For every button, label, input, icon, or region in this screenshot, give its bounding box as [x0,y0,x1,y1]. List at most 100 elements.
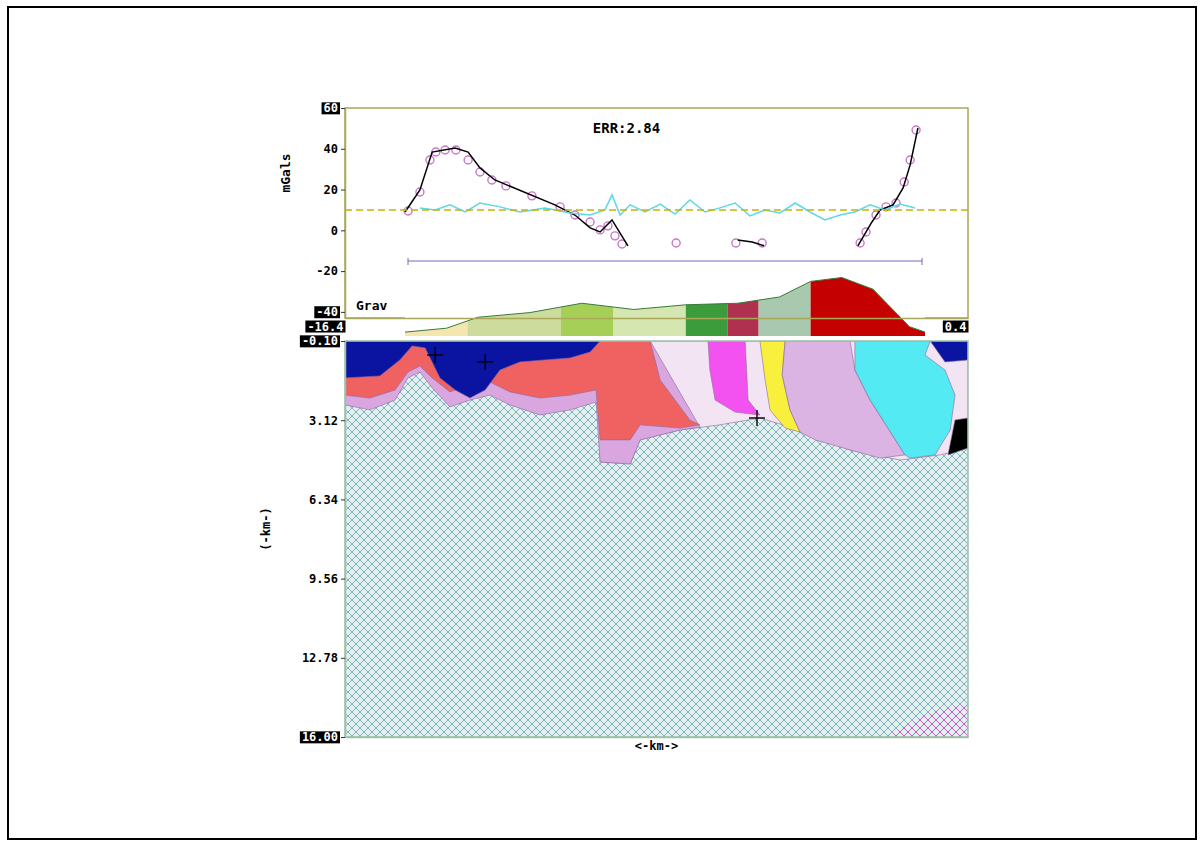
tick-label: -40 [316,305,338,319]
y-axis-title: (-km-) [259,507,273,550]
tick-label: 0.4 [945,320,967,334]
tick-mark [341,420,345,421]
cross-marker [427,347,443,363]
hatched-body [345,341,968,737]
cross-marker [477,354,493,370]
tick: -20 [316,264,345,278]
hatched-body [885,703,968,737]
figure-border [8,7,1196,839]
geologic-body [930,341,968,362]
tick-mark [341,230,345,231]
figure: 60 40 20 0 -20 -40-16.4 0.4 ERR:2.84 Grav mGals -0… [0,0,1204,844]
tick-label: 6.34 [309,493,338,507]
y-axis: -0.10 3.12 6.34 9.56 12.78 16.00 [300,334,346,744]
label-box [305,321,345,333]
tick: 9.56 [309,572,345,586]
tick-mark [341,737,345,738]
inset-layer [613,258,686,336]
y-axis: 60 40 20 0 -20 -40 [314,101,345,319]
tick: 3.12 [309,414,345,428]
tick: -0.10 [300,334,345,348]
inset-layers [405,258,925,336]
inset-layer [467,258,561,336]
cross-line [756,410,757,426]
observed-point [912,126,920,134]
observed-point [476,168,484,176]
tick-mark [341,312,345,313]
tick-mark [341,341,345,342]
tick-mark [341,271,345,272]
tick: 60 [322,101,345,115]
label-box [300,335,340,347]
plot-area [345,126,968,248]
geologic-body [948,418,968,455]
tick-label: 12.78 [302,651,338,665]
label-box [314,306,340,318]
y-axis-title: mGals [278,153,293,192]
tick-mark [341,108,345,109]
inset-layer [727,258,758,336]
inset-layer [561,258,613,336]
label-box [322,102,340,114]
inset-layer [811,258,925,336]
series-line [420,195,915,220]
tick-label: 60 [324,101,338,115]
inset-section [405,258,925,336]
geologic-body [345,341,700,440]
observed-point [464,156,472,164]
geologic-body [708,341,760,415]
axis-line [345,342,347,738]
tick: 0.4 [943,318,969,334]
series-line [405,128,918,246]
cross-line [434,347,435,363]
observed-point [452,146,460,154]
panel-label: Grav [356,298,387,313]
tick: -40 [314,305,345,319]
tick: -16.4 [305,318,345,334]
geologic-body [345,341,700,464]
tick-label: 40 [324,142,338,156]
tick-mark [341,658,345,659]
tick-mark [341,190,345,191]
tick: 0 [331,224,345,238]
x-axis: -16.4 0.4 [305,318,968,334]
tick-mark [341,499,345,500]
tick-mark [341,149,345,150]
tick: 40 [324,142,345,156]
label-box [300,731,340,743]
axis-line [346,318,969,320]
tick: 20 [324,183,345,197]
chart-title: ERR:2.84 [593,120,660,136]
tick-label: 0 [331,224,338,238]
inset-layer [686,258,728,336]
observed-point [611,232,619,240]
inset-layer [759,258,811,336]
cross-marker [749,410,765,426]
plot-frame [345,341,968,737]
tick: 6.34 [309,493,345,507]
geologic-body [855,341,955,458]
tick-label: 9.56 [309,572,338,586]
tick-label: 3.12 [309,414,338,428]
inset-scale-end [408,258,409,265]
inset-surface [405,278,925,333]
tick-label: 20 [324,183,338,197]
tick-label: 16.00 [302,730,338,744]
inset-scale-end [922,258,923,265]
observed-point [672,239,680,247]
tick: 12.78 [302,651,345,665]
tick: 16.00 [300,730,345,744]
section-area [345,341,968,737]
x-axis [346,737,969,738]
geologic-body [345,341,600,398]
tick-label: -0.10 [302,334,338,348]
x-axis-title: <-km-> [635,739,678,753]
tick-mark [341,579,345,580]
inset-scale-line [408,261,922,262]
inset-background [405,258,925,336]
reference-line [345,209,968,211]
tick-label: -16.4 [307,320,343,334]
cross-line [484,354,485,370]
label-box [943,321,969,333]
axis-line [345,109,347,319]
